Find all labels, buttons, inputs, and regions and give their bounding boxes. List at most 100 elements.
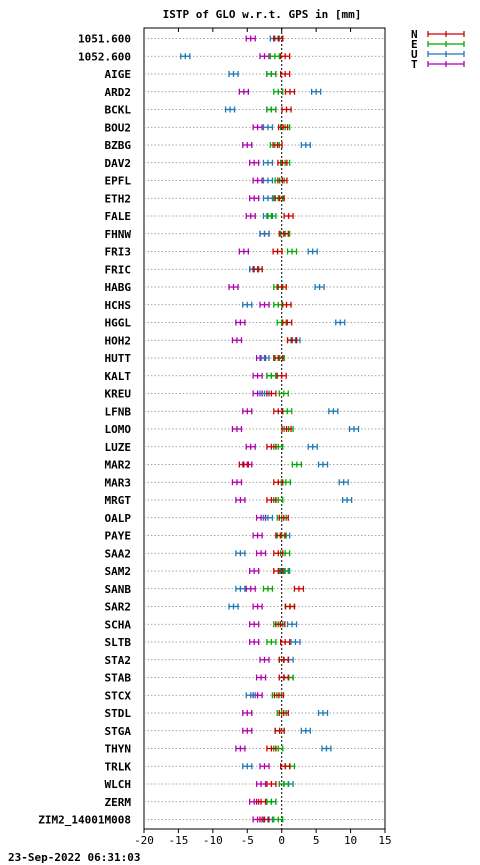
legend-label-u: U [411, 48, 418, 61]
station-label: MRGT [105, 494, 132, 507]
data-point-t [245, 35, 256, 42]
data-point-t [252, 372, 263, 379]
data-point-n [273, 408, 284, 415]
data-point-n [273, 479, 284, 486]
data-point-n [273, 550, 284, 557]
data-point-t [235, 497, 246, 503]
data-point-u [300, 142, 311, 148]
station-label: AIGE [105, 68, 132, 81]
data-point-u [245, 692, 256, 699]
data-point-u [338, 479, 349, 486]
data-point-n [284, 603, 296, 610]
station-label: LUZE [105, 441, 132, 454]
x-tick-label: 5 [313, 834, 320, 847]
data-point-n [286, 337, 298, 344]
station-label: TRLK [105, 760, 132, 773]
station-label: OALP [105, 512, 132, 525]
data-point-t [228, 284, 239, 290]
x-tick-label: 15 [378, 834, 391, 847]
data-point-n [275, 621, 286, 628]
x-tick-label: 0 [278, 834, 285, 847]
station-label: FRIC [105, 263, 132, 276]
station-label: KREU [105, 388, 132, 401]
data-point-u [259, 230, 270, 237]
grid-lines [143, 27, 386, 830]
data-point-n [280, 53, 291, 60]
data-point-e [282, 408, 293, 415]
data-point-t [242, 727, 253, 734]
data-point-t [231, 337, 243, 344]
station-label: BCKL [105, 104, 132, 117]
data-point-u [262, 177, 274, 184]
data-point-e [266, 213, 277, 219]
data-point-u [262, 159, 274, 166]
data-point-t [249, 639, 260, 645]
x-tick-label: 10 [344, 834, 357, 847]
data-point-e [273, 88, 284, 95]
data-point-n [273, 35, 284, 42]
legend-label-t: T [411, 58, 418, 71]
data-point-u [228, 603, 239, 610]
station-label: SCHA [105, 618, 132, 631]
data-point-t [249, 621, 260, 628]
data-point-n [266, 781, 277, 787]
data-point-n [278, 710, 289, 716]
data-point-n [259, 816, 270, 823]
x-tick-label: -10 [203, 834, 223, 847]
data-point-t [249, 159, 260, 166]
station-label: SLTB [105, 636, 132, 649]
data-point-u [335, 319, 346, 326]
data-point-n [293, 585, 305, 592]
data-point-t [252, 124, 263, 131]
data-point-n [281, 301, 292, 308]
station-label: SAR2 [105, 601, 132, 614]
data-point-n [281, 106, 292, 113]
data-point-n [273, 692, 285, 699]
x-tick-label: -5 [241, 834, 254, 847]
data-point-n [277, 124, 289, 131]
station-label: ZERM [105, 796, 132, 809]
station-label: 1051.600 [78, 33, 131, 46]
data-point-n [280, 71, 291, 77]
data-point-t [249, 195, 260, 202]
data-point-n [272, 142, 283, 148]
data-point-u [180, 53, 191, 60]
x-axis: -20 -15 -10 -5 0 5 10 15 [134, 28, 392, 847]
station-label: SAA2 [105, 547, 132, 560]
data-point-n [272, 248, 283, 255]
data-point-t [252, 177, 263, 184]
data-point-u [314, 284, 325, 290]
station-label: LOMO [105, 423, 132, 436]
station-label: KALT [105, 370, 132, 383]
data-point-e [286, 248, 298, 255]
station-label: BOU2 [105, 121, 132, 134]
chart-title: ISTP of GLO w.r.t. GPS in [mm] [163, 8, 362, 21]
data-point-t [245, 443, 256, 450]
data-point-t [235, 745, 246, 752]
data-point-n [284, 88, 296, 95]
station-label: STGA [105, 725, 132, 738]
data-point-t [252, 532, 263, 539]
data-point-u [262, 124, 274, 131]
timestamp: 23-Sep-2022 06:31:03 [8, 851, 141, 864]
data-point-n [274, 727, 285, 734]
station-label: ARD2 [105, 86, 132, 99]
station-label: HGGL [105, 317, 132, 330]
station-label: FRI3 [105, 246, 132, 259]
data-point-n [273, 355, 284, 361]
data-point-e [266, 798, 277, 805]
station-label: WLCH [105, 778, 132, 791]
station-label: BZBG [105, 139, 132, 152]
data-point-u [321, 745, 332, 752]
legend-label-n: N [411, 28, 418, 41]
station-label: STDL [105, 707, 132, 720]
plot-frame [143, 27, 386, 830]
data-point-e [266, 106, 277, 113]
data-point-n [276, 372, 287, 379]
data-point-u [262, 514, 274, 521]
data-point-n [274, 195, 285, 202]
station-label: STA2 [105, 654, 132, 667]
station-label: STAB [105, 672, 132, 685]
data-point-u [310, 88, 322, 95]
